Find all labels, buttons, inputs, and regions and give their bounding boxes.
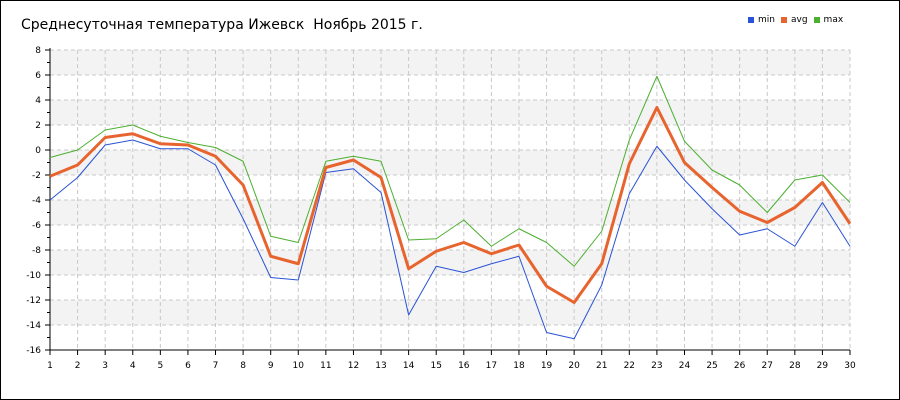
x-tick-label: 12 xyxy=(348,361,359,371)
x-tick-label: 26 xyxy=(734,361,746,371)
x-tick-label: 5 xyxy=(157,361,163,371)
y-tick-label: -12 xyxy=(26,296,41,306)
x-tick-label: 8 xyxy=(240,361,246,371)
series-line-max xyxy=(49,75,851,267)
x-tick-label: 28 xyxy=(789,361,801,371)
series-line-min xyxy=(49,139,851,340)
x-tick-label: 2 xyxy=(75,361,81,371)
x-tick-label: 24 xyxy=(679,361,691,371)
y-tick-label: -4 xyxy=(32,196,41,206)
y-tick-label: 0 xyxy=(35,146,41,156)
x-tick-label: 1 xyxy=(47,361,53,371)
legend-swatch-min xyxy=(748,17,754,23)
legend-swatch-avg xyxy=(780,17,787,23)
x-tick-label: 15 xyxy=(430,361,441,371)
x-tick-label: 27 xyxy=(762,361,773,371)
x-tick-label: 18 xyxy=(513,361,525,371)
x-tick-label: 14 xyxy=(403,361,415,371)
y-tick-label: 6 xyxy=(35,71,41,81)
grid-band xyxy=(50,150,850,175)
y-tick-label: -8 xyxy=(32,246,41,256)
grid-band xyxy=(50,250,850,275)
x-tick-label: 16 xyxy=(458,361,470,371)
y-tick-label: 2 xyxy=(35,121,41,131)
x-tick-label: 20 xyxy=(568,361,580,371)
series-line-avg xyxy=(49,106,852,304)
x-tick-label: 22 xyxy=(624,361,635,371)
grid-band xyxy=(50,100,850,125)
legend-item-avg: avg xyxy=(780,15,808,25)
legend-label-min: min xyxy=(758,15,775,25)
legend: min avg max xyxy=(748,15,843,25)
x-tick-label: 29 xyxy=(817,361,829,371)
x-tick-label: 21 xyxy=(596,361,607,371)
legend-item-min: min xyxy=(748,15,775,25)
y-tick-label: 8 xyxy=(35,46,41,56)
legend-label-avg: avg xyxy=(790,15,808,25)
y-tick-label: -14 xyxy=(26,321,41,331)
x-tick-label: 3 xyxy=(102,361,108,371)
legend-item-max: max xyxy=(813,15,844,25)
x-tick-label: 13 xyxy=(375,361,386,371)
y-tick-label: -10 xyxy=(26,271,41,281)
x-tick-label: 9 xyxy=(268,361,274,371)
x-tick-label: 4 xyxy=(130,361,136,371)
legend-swatch-max xyxy=(813,17,820,23)
x-tick-label: 10 xyxy=(293,361,305,371)
y-tick-label: -6 xyxy=(32,221,41,231)
chart-title: Среднесуточная температура Ижевск Ноябрь… xyxy=(21,17,423,33)
x-tick-label: 19 xyxy=(541,361,553,371)
x-tick-label: 30 xyxy=(844,361,856,371)
y-tick-label: -16 xyxy=(26,346,41,356)
grid-band xyxy=(50,300,850,325)
grid-band xyxy=(50,50,850,75)
x-tick-label: 11 xyxy=(320,361,331,371)
x-tick-label: 6 xyxy=(185,361,191,371)
x-tick-label: 17 xyxy=(486,361,497,371)
x-tick-label: 23 xyxy=(651,361,662,371)
x-tick-label: 25 xyxy=(706,361,717,371)
legend-label-max: max xyxy=(823,15,844,25)
y-tick-label: 4 xyxy=(35,96,41,106)
y-tick-label: -2 xyxy=(32,171,41,181)
x-tick-label: 7 xyxy=(213,361,219,371)
